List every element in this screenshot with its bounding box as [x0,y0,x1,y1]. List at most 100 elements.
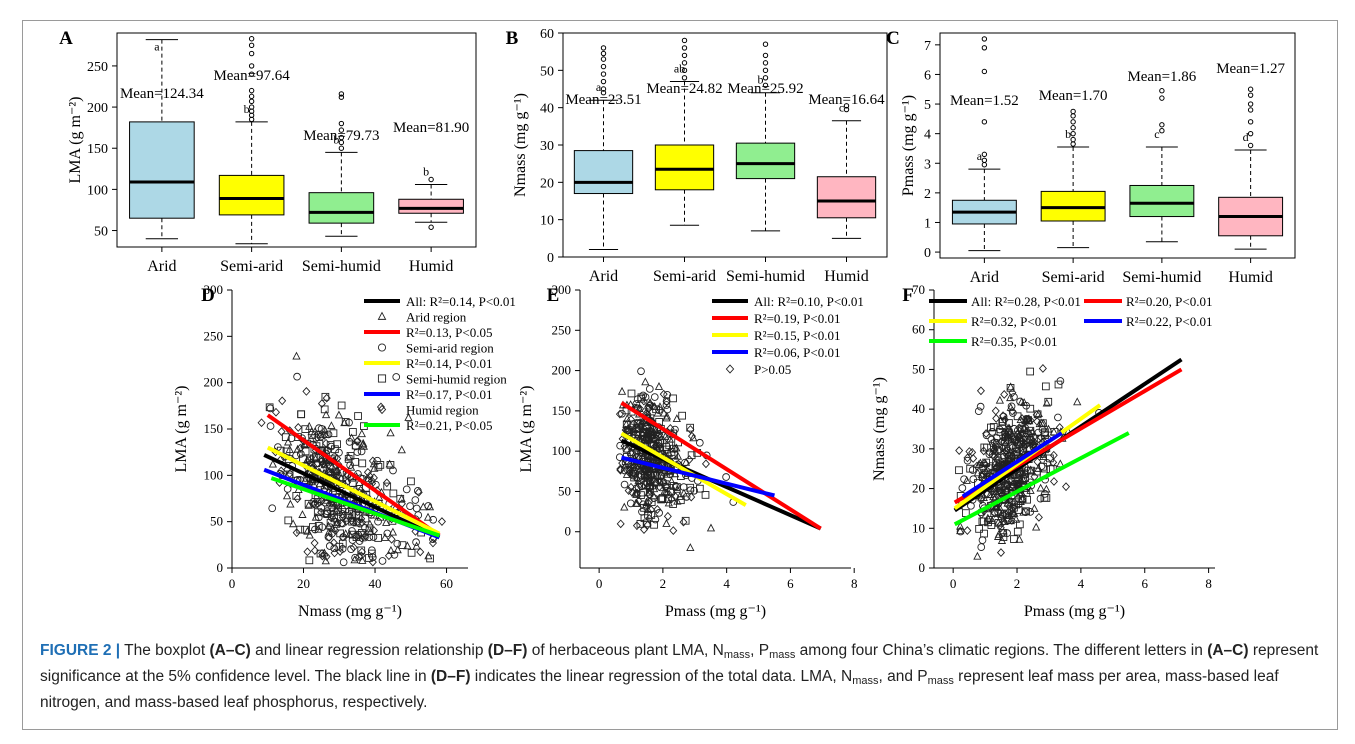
data-point [351,553,359,562]
data-point [1015,534,1024,543]
x-tick-label: 6 [1142,576,1149,591]
x-tick-label: 0 [229,576,236,591]
y-axis-label: LMA (g m⁻²) [518,385,535,472]
data-point [347,516,356,526]
boxplot-panel-c: C 0 1 2 3 4 5 6 7 Pmass (mg g⁻¹) a Mean=1.52 Arid b Me… [886,28,1296,286]
caption-text: of herbaceous plant LMA, N [527,642,724,659]
data-point [629,468,638,477]
data-point [641,393,650,401]
caption-subscript: mass [852,675,879,687]
data-point [987,435,996,444]
data-point [1000,390,1009,399]
data-point [338,532,347,542]
data-point [977,494,986,503]
data-point [311,525,319,534]
data-point [337,519,346,527]
data-point [673,451,683,460]
data-point [1008,388,1017,398]
data-point [1036,483,1045,492]
data-point [982,429,991,438]
x-tick-label: Arid [589,268,618,285]
data-point [669,500,677,508]
data-point [978,473,987,481]
data-point [992,459,1000,467]
data-point [1008,453,1017,461]
data-point [1000,517,1009,526]
data-point [995,395,1005,404]
data-point [1022,507,1030,516]
data-point [1017,438,1025,447]
mean-label: Mean=1.70 [1039,88,1108,104]
legend-label: P>0.05 [754,362,791,377]
regression-line [620,401,822,531]
data-point [974,460,983,468]
legend-label: R²=0.32, P<0.01 [971,314,1057,329]
outlier-point [981,68,988,75]
data-point [988,516,997,525]
figure-frame [22,20,1338,730]
outlier-point [1247,101,1254,107]
significance-letter: ab [674,62,685,76]
outlier-point [428,224,434,230]
data-point [1013,491,1023,500]
data-point [979,446,988,456]
data-point [1034,428,1043,437]
data-point [1002,447,1011,456]
data-point [667,476,676,485]
legend-label: R²=0.13, P<0.05 [406,325,492,340]
data-point [639,467,647,476]
regression-line [266,413,441,538]
data-point [322,393,331,403]
data-point [633,395,642,404]
data-point [1034,512,1043,522]
data-point [999,411,1008,421]
data-point [429,515,438,524]
data-point [412,538,420,546]
data-point [969,475,978,484]
legend-label: R²=0.15, P<0.01 [754,328,840,343]
y-tick-label: 20 [540,176,554,191]
outlier-point [338,94,345,100]
data-point [336,547,345,556]
data-point [648,401,657,411]
data-point [989,492,998,501]
box-arid [573,150,634,195]
data-point [988,428,997,436]
outlier-point [762,67,769,74]
outlier-point [981,157,988,164]
legend-label: R²=0.35, P<0.01 [971,334,1057,349]
panel-label: F [902,285,914,306]
x-tick-label: Semi-humid [726,268,805,285]
data-point [991,406,1000,416]
significance-letter: b [244,102,250,116]
data-point [283,437,293,446]
y-tick-label: 300 [552,282,572,297]
outlier-point [981,162,988,168]
data-point [626,464,635,474]
outlier-point [248,71,255,77]
data-point [1002,479,1011,488]
data-point [1054,413,1062,422]
y-tick-label: 10 [912,520,925,535]
data-point [994,454,1003,464]
data-point [679,517,688,527]
data-point [996,523,1005,533]
data-point [1007,516,1016,525]
significance-letter: b [423,164,429,178]
data-point [662,397,671,407]
data-point [340,418,349,427]
legend-label: R²=0.19, P<0.01 [754,311,840,326]
caption-text: The boxplot [120,642,210,659]
data-point [266,404,275,413]
y-tick-label: 30 [912,441,925,456]
data-point [1041,490,1049,498]
plot-frame [939,32,1296,259]
outlier-point [681,60,688,66]
data-point [620,502,629,511]
data-point [994,517,1003,526]
data-point [669,394,677,403]
significance-letter: c [1154,127,1159,141]
data-point [615,409,624,419]
data-point [300,475,310,484]
